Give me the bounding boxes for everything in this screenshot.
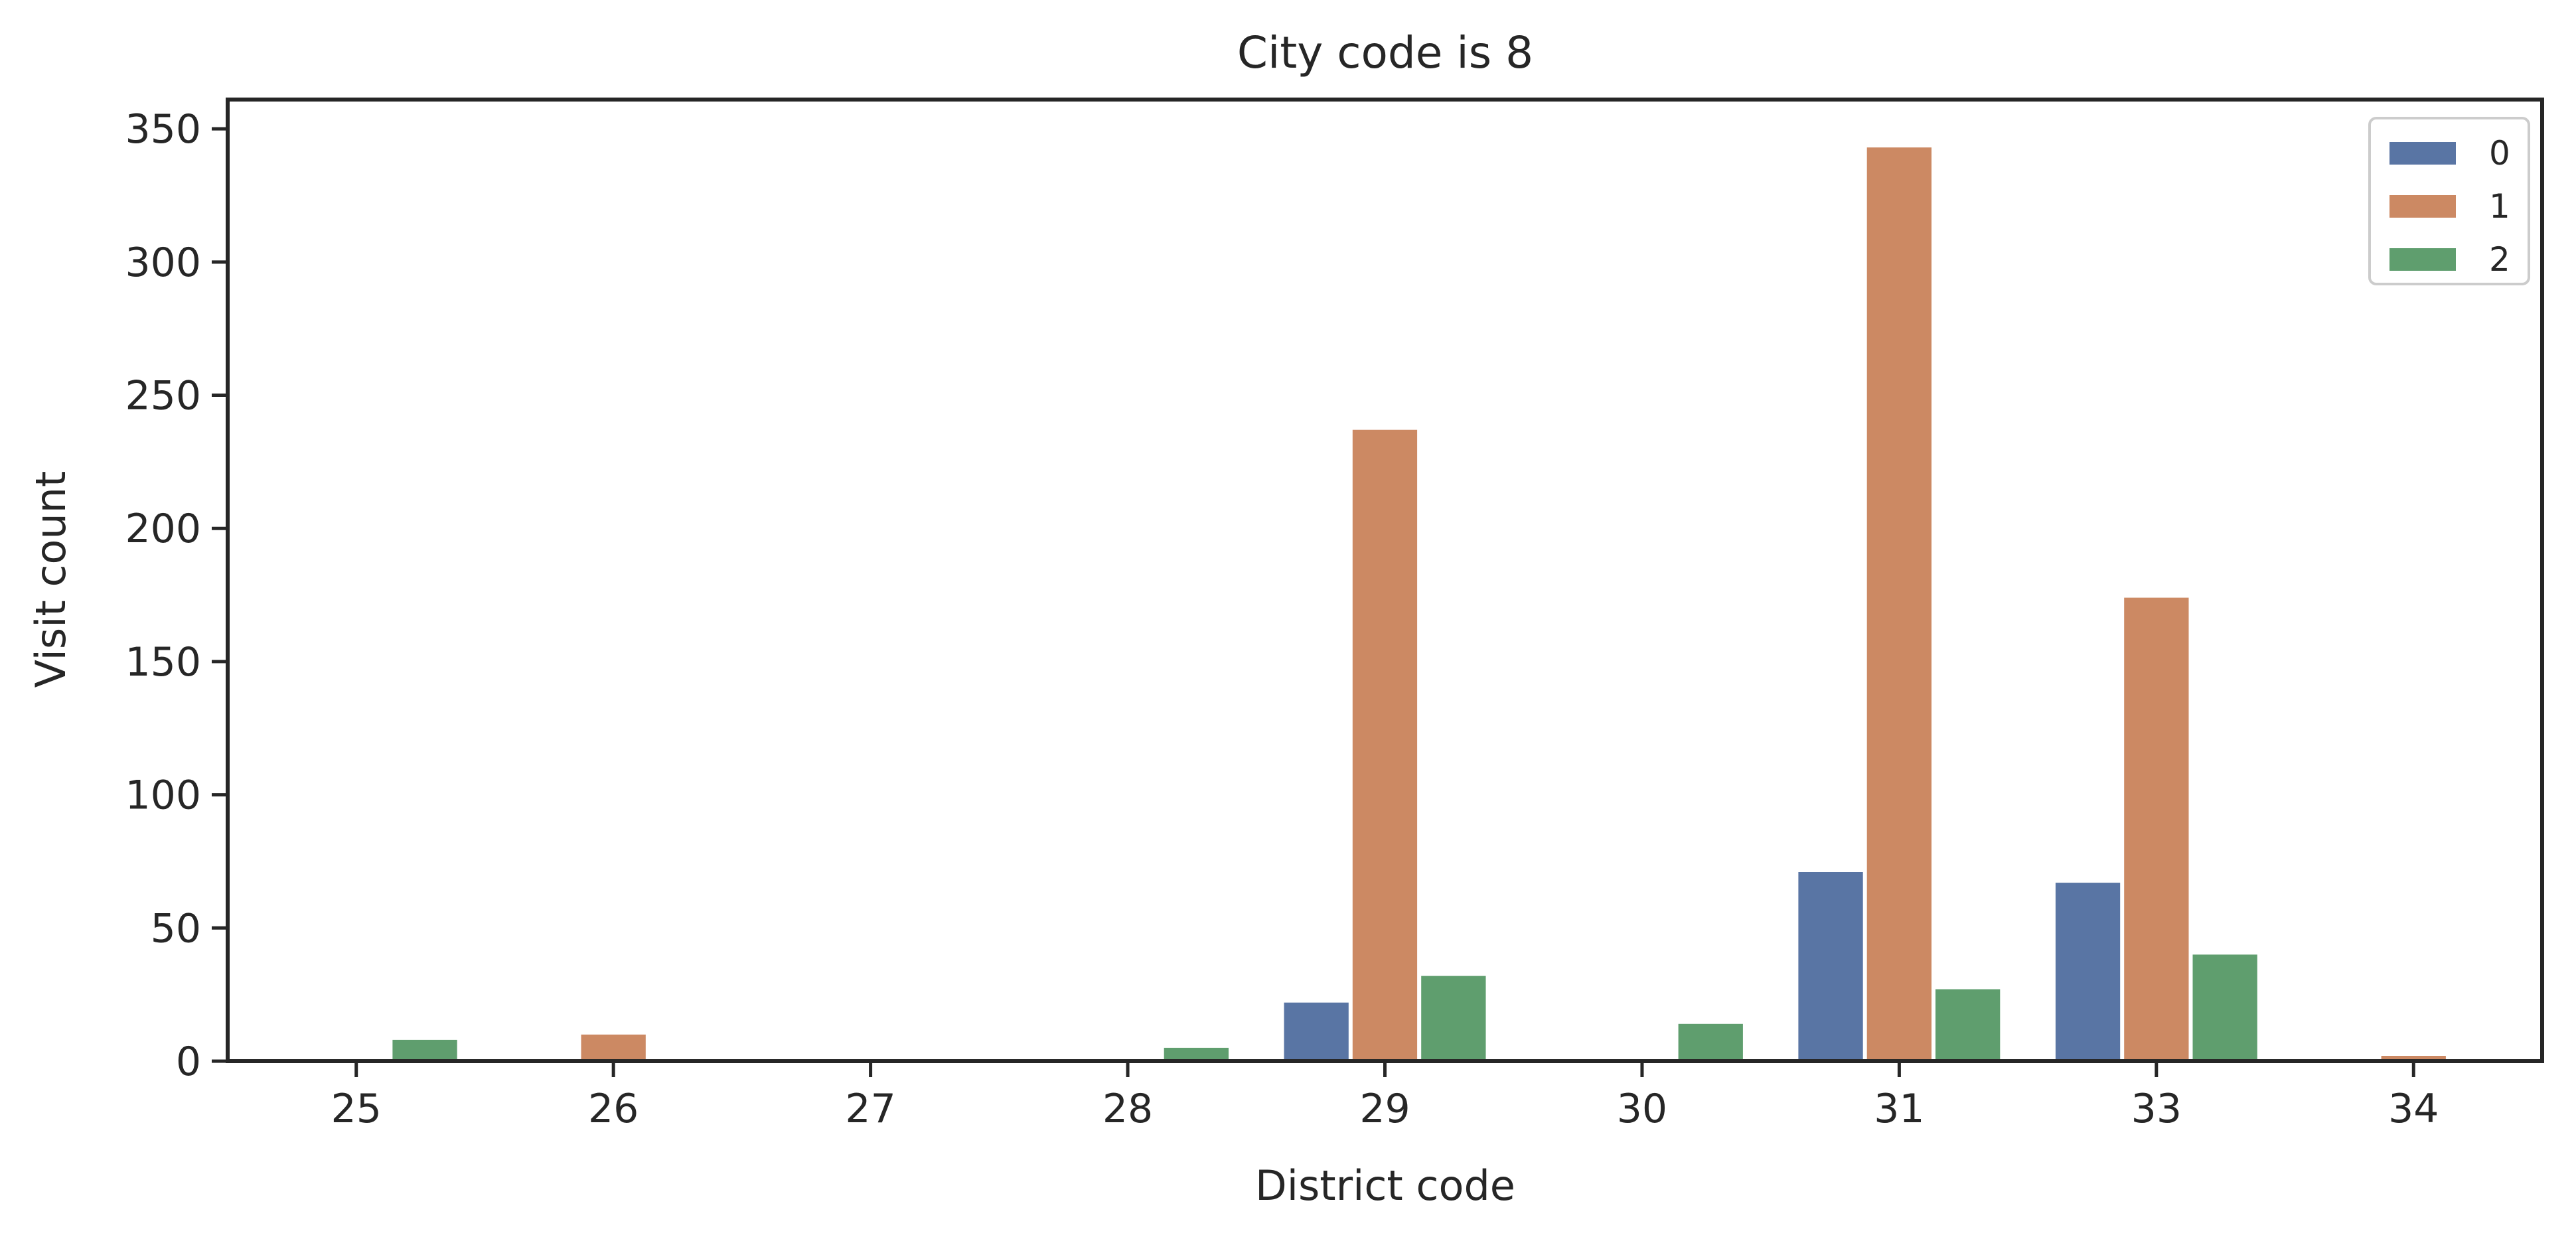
x-tick-label: 34 [2388, 1086, 2439, 1132]
bar-series-2-29 [1421, 976, 1486, 1061]
legend-swatch-0 [2389, 142, 2456, 165]
legend-label-0: 0 [2489, 134, 2510, 173]
ticks-group: 25 26 27 28 29 30 31 33 34 0 50 100 150 200 250 300 350 [125, 106, 2439, 1132]
legend-label-1: 1 [2489, 187, 2510, 226]
y-axis-label: Visit count [27, 471, 75, 688]
plot-frame [226, 98, 2544, 1063]
x-tick-label: 29 [1359, 1086, 1410, 1132]
bar-series-2-31 [1935, 989, 2001, 1061]
x-tick-label: 31 [1874, 1086, 1924, 1132]
bar-series-0-29 [1284, 1002, 1349, 1061]
legend-swatch-2 [2389, 248, 2456, 271]
y-tick-label: 100 [125, 772, 201, 819]
legend: 0 1 2 [2368, 117, 2530, 285]
bar-series-0-33 [2055, 883, 2121, 1061]
bar-series-2-25 [392, 1039, 457, 1061]
bar-series-1-34 [2381, 1056, 2446, 1061]
x-axis-label: District code [1255, 1161, 1515, 1210]
x-tick-label: 27 [845, 1086, 895, 1132]
bars-group [392, 147, 2446, 1062]
bar-series-1-33 [2124, 597, 2189, 1061]
legend-swatch-1 [2389, 195, 2456, 218]
y-tick-label: 150 [125, 639, 201, 686]
bar-series-1-29 [1352, 429, 1418, 1061]
x-tick-label: 26 [588, 1086, 639, 1132]
y-tick-label: 350 [125, 106, 201, 153]
y-tick-label: 250 [125, 373, 201, 419]
x-tick-label: 25 [331, 1086, 382, 1132]
x-tick-label: 33 [2131, 1086, 2182, 1132]
y-tick-label: 50 [151, 905, 201, 952]
x-tick-label: 28 [1102, 1086, 1153, 1132]
y-tick-label: 300 [125, 240, 201, 286]
bar-series-2-28 [1164, 1047, 1229, 1061]
bar-series-0-31 [1798, 872, 1863, 1061]
bar-series-1-31 [1866, 147, 1932, 1062]
x-tick-label: 30 [1617, 1086, 1667, 1132]
bar-series-2-33 [2192, 954, 2257, 1061]
y-tick-label: 200 [125, 506, 201, 552]
y-tick-label: 0 [176, 1039, 201, 1085]
bar-series-2-30 [1678, 1023, 1743, 1061]
bar-series-1-26 [581, 1034, 646, 1061]
legend-label-2: 2 [2489, 240, 2510, 279]
chart-title: City code is 8 [1237, 27, 1533, 78]
